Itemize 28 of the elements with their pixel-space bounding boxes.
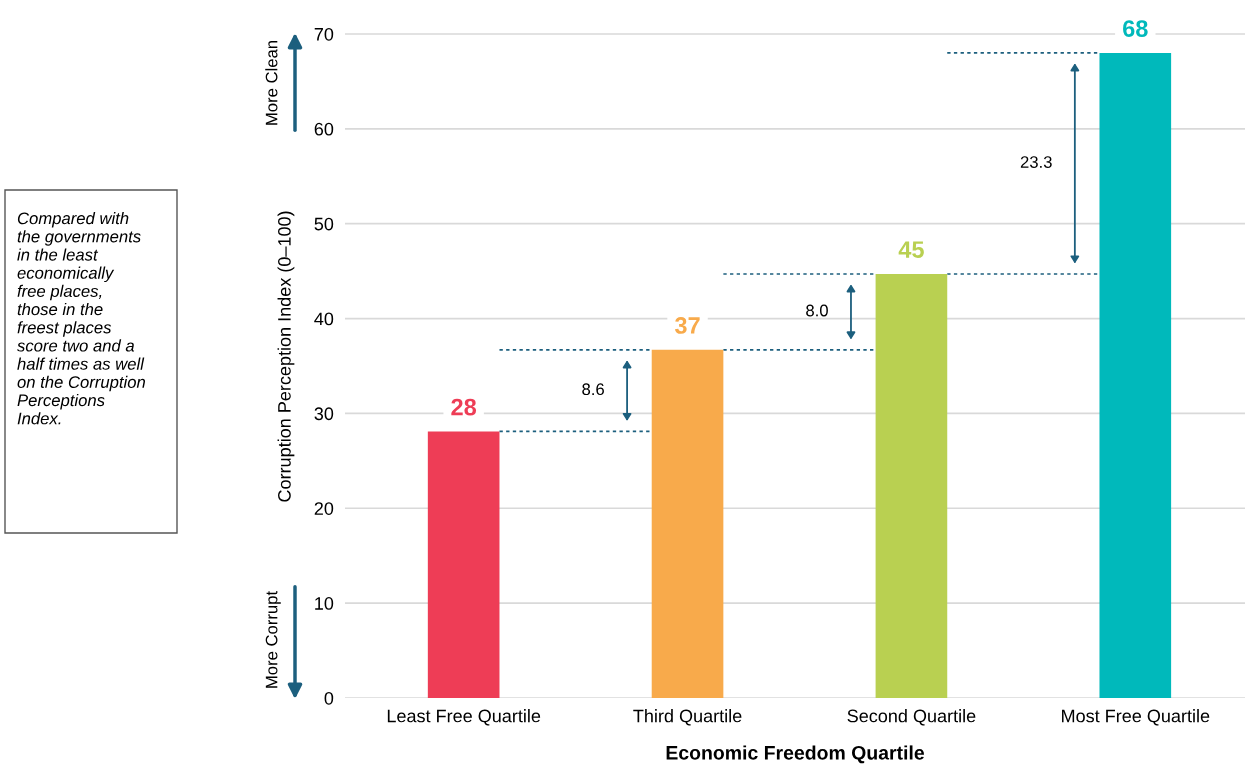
x-tick-label: Least Free Quartile [387, 709, 541, 726]
x-tick-label: Third Quartile [633, 709, 742, 726]
y-tick-label: 60 [314, 122, 334, 136]
y-tick-label: 40 [314, 312, 334, 326]
annotation: 8.6 [582, 383, 604, 396]
bar [1099, 52, 1172, 698]
data-label: 28 [451, 398, 477, 416]
y-axis-title: Corruption Perception Index (0–100) [277, 211, 295, 502]
bar [875, 273, 948, 698]
bar [651, 349, 724, 698]
text: More Clean [265, 41, 278, 125]
data-label: 45 [898, 241, 924, 258]
x-tick-label: Second Quartile [847, 709, 976, 726]
data-label: 68 [1123, 20, 1148, 37]
y-tick-label: 30 [314, 407, 334, 421]
y-tick-label: 0 [324, 691, 334, 705]
x-tick-label: Most Free Quartile [1062, 709, 1210, 726]
text: More Corrupt [265, 591, 281, 688]
bar [427, 431, 500, 698]
y-tick-label: 20 [314, 502, 334, 515]
data-label: 37 [674, 317, 700, 334]
y-tick-label: 70 [314, 27, 334, 41]
annotation: 8.0 [806, 304, 828, 317]
y-tick-label: 10 [315, 597, 334, 610]
x-axis-title: Economic Freedom Quartile [666, 745, 924, 764]
annotation: 23.3 [1020, 156, 1052, 168]
text: Compared with the governments in the least economically free places, those in the freest places score two and a half times as well on the Corruption Perceptions Index. [17, 212, 146, 425]
y-tick-label: 50 [314, 217, 334, 231]
